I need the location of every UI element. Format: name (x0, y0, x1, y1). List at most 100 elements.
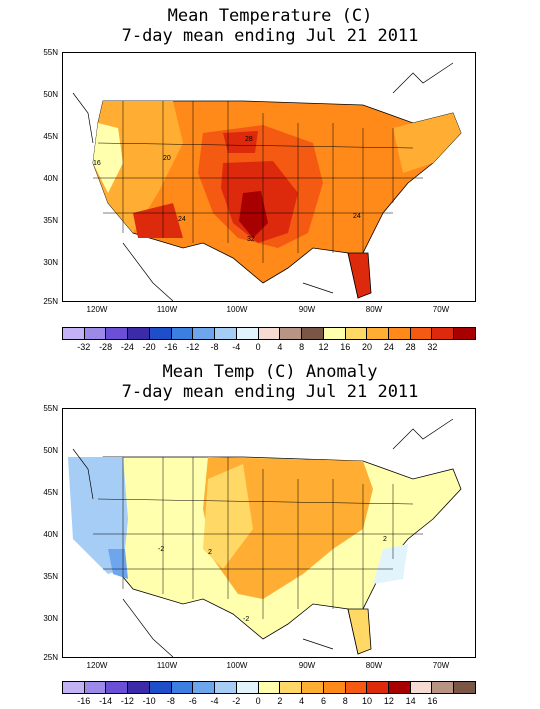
panel1-map-svg: 16 20 28 24 24 32 (72, 62, 462, 301)
legend-tick-label: -4 (210, 696, 219, 706)
panel1-map: 16 20 28 24 24 32 (62, 52, 476, 302)
panel1-state-borders (93, 101, 423, 263)
legend-swatch (236, 328, 259, 339)
legend-tick-label: -6 (188, 696, 197, 706)
panel2-florida (347, 608, 372, 655)
legend-tick-label: -28 (99, 342, 113, 352)
legend-swatch (367, 682, 390, 693)
panel2-lon-label: 90W (298, 661, 316, 670)
legend-tick-label: -12 (120, 696, 134, 706)
legend-swatch (63, 682, 85, 693)
panel1-north-hot (223, 131, 258, 153)
panel2-coastline (72, 418, 454, 657)
panel1-contour-label: 28 (245, 136, 253, 143)
legend-swatch (215, 328, 237, 339)
panel2-lon-label: 120W (86, 661, 108, 670)
legend-tick-label: -4 (232, 342, 241, 352)
legend-swatch (128, 328, 150, 339)
legend-swatch (345, 682, 368, 693)
panel1-lon-label: 90W (298, 305, 316, 314)
panel1-contour-label: 24 (353, 213, 361, 220)
panel1-legend-bar (62, 327, 476, 340)
panel1-contour-label: 20 (163, 155, 171, 162)
panel1-lon-label: 70W (432, 305, 450, 314)
panel2-lat-label: 45N (43, 488, 58, 497)
panel1-lat-label: 35N (43, 216, 58, 225)
panel2-lat-label: 50N (43, 446, 58, 455)
legend-tick-label: 24 (383, 342, 394, 352)
legend-tick-label: 2 (277, 696, 283, 706)
legend-tick-label: 4 (277, 342, 283, 352)
panel2-contour-label: 2 (383, 536, 387, 543)
legend-tick-label: -24 (120, 342, 134, 352)
panel1-lon-label: 100W (226, 305, 248, 314)
legend-swatch (258, 328, 281, 339)
panel2-southwest-cooler (108, 549, 128, 579)
legend-tick-label: 32 (427, 342, 438, 352)
panel2-lat-label: 35N (43, 572, 58, 581)
legend-swatch (106, 682, 129, 693)
legend-tick-label: 4 (299, 696, 305, 706)
panel2-lat-label: 55N (43, 404, 58, 413)
panel1-lat-label: 30N (43, 258, 58, 267)
panel1-lon-label: 110W (156, 305, 178, 314)
panel1-title: Mean Temperature (C) (167, 6, 373, 26)
legend-swatch (280, 328, 303, 339)
panel2-legend-ticks: -16 -14 -12 -10 -8 -6 -4 -2 0 2 4 6 8 10 12 14 16 (62, 696, 476, 706)
legend-tick-label: -32 (77, 342, 91, 352)
legend-tick-label: 28 (405, 342, 416, 352)
legend-swatch (410, 682, 433, 693)
legend-swatch (84, 682, 107, 693)
panel2-subtitle: 7-day mean ending Jul 21 2011 (121, 382, 419, 402)
panel2-contour-label: -2 (158, 546, 164, 553)
panel2-southeast-neutral (373, 544, 408, 584)
panel2-legend-bar (62, 681, 476, 694)
legend-swatch (258, 682, 281, 693)
panel1-lat-label: 50N (43, 90, 58, 99)
panel2-contour-label: -2 (243, 616, 249, 623)
legend-swatch (432, 328, 455, 339)
panel1-subtitle: 7-day mean ending Jul 21 2011 (121, 26, 419, 46)
legend-swatch (323, 328, 346, 339)
legend-tick-label: -10 (142, 696, 156, 706)
legend-tick-label: -8 (210, 342, 219, 352)
legend-swatch (410, 328, 433, 339)
panel2-lon-label: 80W (365, 661, 383, 670)
legend-tick-label: 12 (318, 342, 329, 352)
legend-tick-label: -14 (99, 696, 113, 706)
panel1-lat-label: 45N (43, 132, 58, 141)
panel2-lon-label: 100W (226, 661, 248, 670)
legend-swatch (280, 682, 303, 693)
legend-swatch (128, 682, 150, 693)
legend-swatch (367, 328, 390, 339)
legend-swatch (389, 328, 411, 339)
panel1-coastline (72, 62, 454, 301)
panel1-coast-zone (93, 123, 123, 193)
legend-tick-label: 0 (255, 342, 261, 352)
legend-tick-label: 20 (362, 342, 373, 352)
legend-tick-label: -12 (186, 342, 200, 352)
legend-tick-label: -2 (232, 696, 241, 706)
legend-tick-label: 8 (342, 696, 348, 706)
panel1-contour-label: 24 (178, 216, 186, 223)
panel1-florida (347, 252, 372, 299)
panel2-state-borders (93, 457, 423, 619)
legend-tick-label: -20 (142, 342, 156, 352)
panel2-map: -2 2 -2 2 (62, 408, 476, 658)
legend-swatch (63, 328, 85, 339)
panel2-lat-label: 40N (43, 530, 58, 539)
legend-swatch (215, 682, 237, 693)
legend-swatch (389, 682, 411, 693)
legend-tick-label: 14 (405, 696, 416, 706)
panel2-lat-label: 25N (43, 653, 58, 662)
legend-swatch (106, 328, 129, 339)
panel1-contour-label: 16 (93, 160, 101, 167)
legend-swatch (454, 682, 475, 693)
legend-swatch (302, 328, 324, 339)
legend-swatch (84, 328, 107, 339)
panel2-contour-label: 2 (208, 549, 212, 556)
panel1-legend-ticks: -32 -28 -24 -20 -16 -12 -8 -4 0 4 8 12 16 20 24 28 32 (62, 342, 476, 352)
legend-swatch (149, 328, 172, 339)
legend-tick-label: 0 (255, 696, 261, 706)
panel1-contour-label: 32 (247, 236, 255, 243)
